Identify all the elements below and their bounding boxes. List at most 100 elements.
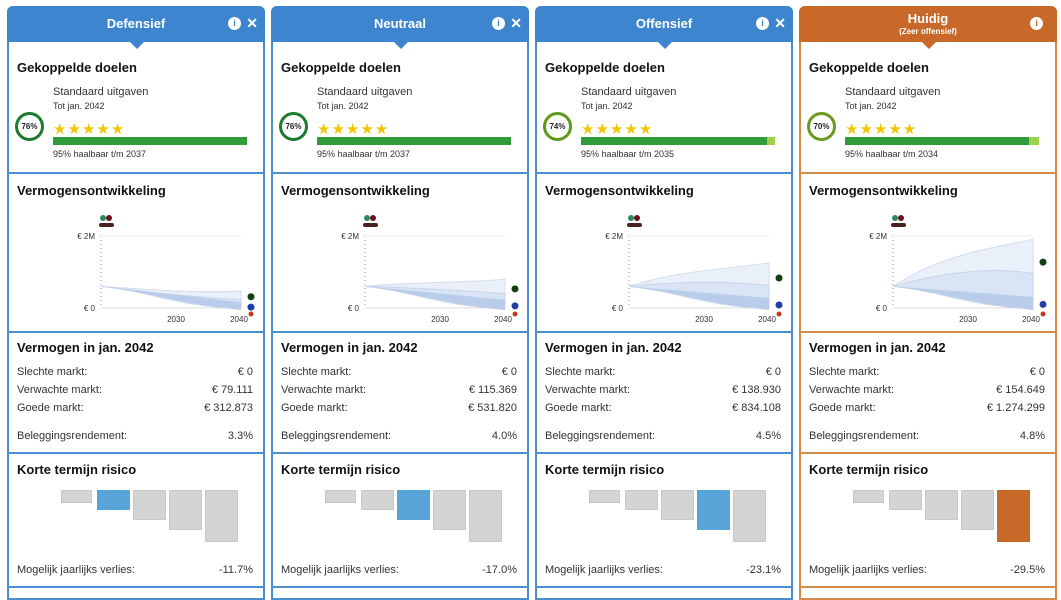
y-tick-top: € 2M	[605, 232, 623, 241]
x-tick-2040: 2040	[494, 315, 512, 324]
person-icon-2	[370, 215, 376, 221]
divider	[9, 172, 263, 174]
return-label: Beleggingsrendement:	[545, 430, 656, 442]
goal-date: Tot jan. 2042	[581, 101, 633, 111]
wealth-chart: € 2M € 0 2030 2040	[869, 215, 1047, 324]
scenario-header[interactable]: Defensief i ✕	[7, 6, 265, 49]
divider	[9, 331, 263, 333]
risk-title: Korte termijn risico	[17, 462, 137, 477]
feasibility-text: 95% haalbaar t/m 2037	[53, 149, 147, 159]
divider	[801, 586, 1055, 588]
good-market-value: € 1.274.299	[986, 402, 1045, 414]
y-tick-zero: € 0	[876, 304, 888, 313]
bad-market-label: Slechte markt:	[809, 366, 880, 378]
divider	[273, 331, 527, 333]
risk-bars	[9, 490, 263, 560]
goals-title: Gekoppelde doelen	[281, 60, 401, 75]
bad-market-label: Slechte markt:	[545, 366, 616, 378]
bad-market-dot	[1040, 311, 1046, 317]
bad-market-row: Slechte markt: € 0	[809, 366, 1045, 378]
goal-score-circle: 74%	[543, 112, 572, 141]
scenario-title: Neutraal	[373, 16, 427, 31]
star-rating: ★★★★★	[317, 121, 390, 138]
feasibility-bar-tail	[767, 137, 775, 145]
risk-bar	[589, 490, 620, 503]
risk-title: Korte termijn risico	[281, 462, 401, 477]
wealth-title: Vermogen in jan. 2042	[281, 340, 418, 355]
divider	[9, 452, 263, 454]
good-market-label: Goede markt:	[545, 402, 612, 414]
return-value: 4.5%	[755, 430, 781, 442]
info-icon[interactable]: i	[228, 17, 241, 30]
feasibility-text: 95% haalbaar t/m 2034	[845, 149, 939, 159]
risk-bar	[397, 490, 430, 520]
person-icon-1	[628, 215, 634, 221]
expected-market-dot	[775, 301, 783, 309]
goal-name[interactable]: Standaard uitgaven	[581, 86, 677, 98]
good-market-row: Goede markt: € 834.108	[545, 402, 781, 414]
feasibility-text: 95% haalbaar t/m 2037	[317, 149, 411, 159]
person-icon-1	[892, 215, 898, 221]
goal-name[interactable]: Standaard uitgaven	[53, 86, 149, 98]
good-market-dot	[247, 293, 255, 301]
expected-market-value: € 79.111	[211, 384, 253, 396]
good-market-label: Goede markt:	[17, 402, 84, 414]
goals-title: Gekoppelde doelen	[545, 60, 665, 75]
expected-market-label: Verwachte markt:	[17, 384, 102, 396]
goal-score-circle: 76%	[279, 112, 308, 141]
divider	[537, 331, 791, 333]
divider	[801, 331, 1055, 333]
goal-score-circle: 70%	[807, 112, 836, 141]
header-pointer	[394, 42, 408, 49]
goal-date: Tot jan. 2042	[317, 101, 369, 111]
return-label: Beleggingsrendement:	[809, 430, 920, 442]
return-row: Beleggingsrendement: 4.5%	[545, 430, 781, 442]
risk-bar	[661, 490, 694, 520]
scenario-header[interactable]: Neutraal i ✕	[271, 6, 529, 49]
persons-icon-body	[99, 223, 114, 227]
close-icon[interactable]: ✕	[510, 15, 522, 31]
risk-bar	[925, 490, 958, 520]
risk-bars	[801, 490, 1055, 560]
expected-market-dot	[511, 302, 519, 310]
expected-market-row: Verwachte markt: € 115.369	[281, 384, 517, 396]
risk-bar	[997, 490, 1030, 542]
y-tick-zero: € 0	[348, 304, 360, 313]
bad-market-row: Slechte markt: € 0	[17, 366, 253, 378]
loss-value: -23.1%	[746, 564, 781, 576]
return-row: Beleggingsrendement: 4.0%	[281, 430, 517, 442]
scenario-title: Offensief	[635, 16, 693, 31]
x-tick-2030: 2030	[959, 315, 977, 324]
feasibility-bar-tail	[1029, 137, 1039, 145]
expected-market-row: Verwachte markt: € 79.111	[17, 384, 253, 396]
persons-icon-body	[363, 223, 378, 227]
chart-title: Vermogensontwikkeling	[545, 183, 694, 198]
header-pointer	[658, 42, 672, 49]
scenario-header[interactable]: Huidig (Zeer offensief) i	[799, 6, 1057, 49]
close-icon[interactable]: ✕	[246, 15, 258, 31]
return-row: Beleggingsrendement: 4.8%	[809, 430, 1045, 442]
expected-market-row: Verwachte markt: € 154.649	[809, 384, 1045, 396]
risk-title: Korte termijn risico	[809, 462, 929, 477]
expected-market-value: € 115.369	[468, 384, 517, 396]
expected-market-value: € 138.930	[732, 384, 781, 396]
risk-bar	[961, 490, 994, 530]
bad-market-value: € 0	[501, 366, 517, 378]
info-icon[interactable]: i	[756, 17, 769, 30]
header-pointer	[922, 42, 936, 49]
close-icon[interactable]: ✕	[774, 15, 786, 31]
bad-market-label: Slechte markt:	[281, 366, 352, 378]
goal-date: Tot jan. 2042	[53, 101, 105, 111]
goal-date: Tot jan. 2042	[845, 101, 897, 111]
y-tick-top: € 2M	[869, 232, 887, 241]
scenario-header[interactable]: Offensief i ✕	[535, 6, 793, 49]
goal-name[interactable]: Standaard uitgaven	[317, 86, 413, 98]
info-icon[interactable]: i	[492, 17, 505, 30]
star-rating: ★★★★★	[53, 121, 126, 138]
good-market-label: Goede markt:	[281, 402, 348, 414]
goal-name[interactable]: Standaard uitgaven	[845, 86, 941, 98]
bad-market-row: Slechte markt: € 0	[545, 366, 781, 378]
star-rating: ★★★★★	[581, 121, 654, 138]
info-icon[interactable]: i	[1030, 17, 1043, 30]
risk-bars	[273, 490, 527, 560]
